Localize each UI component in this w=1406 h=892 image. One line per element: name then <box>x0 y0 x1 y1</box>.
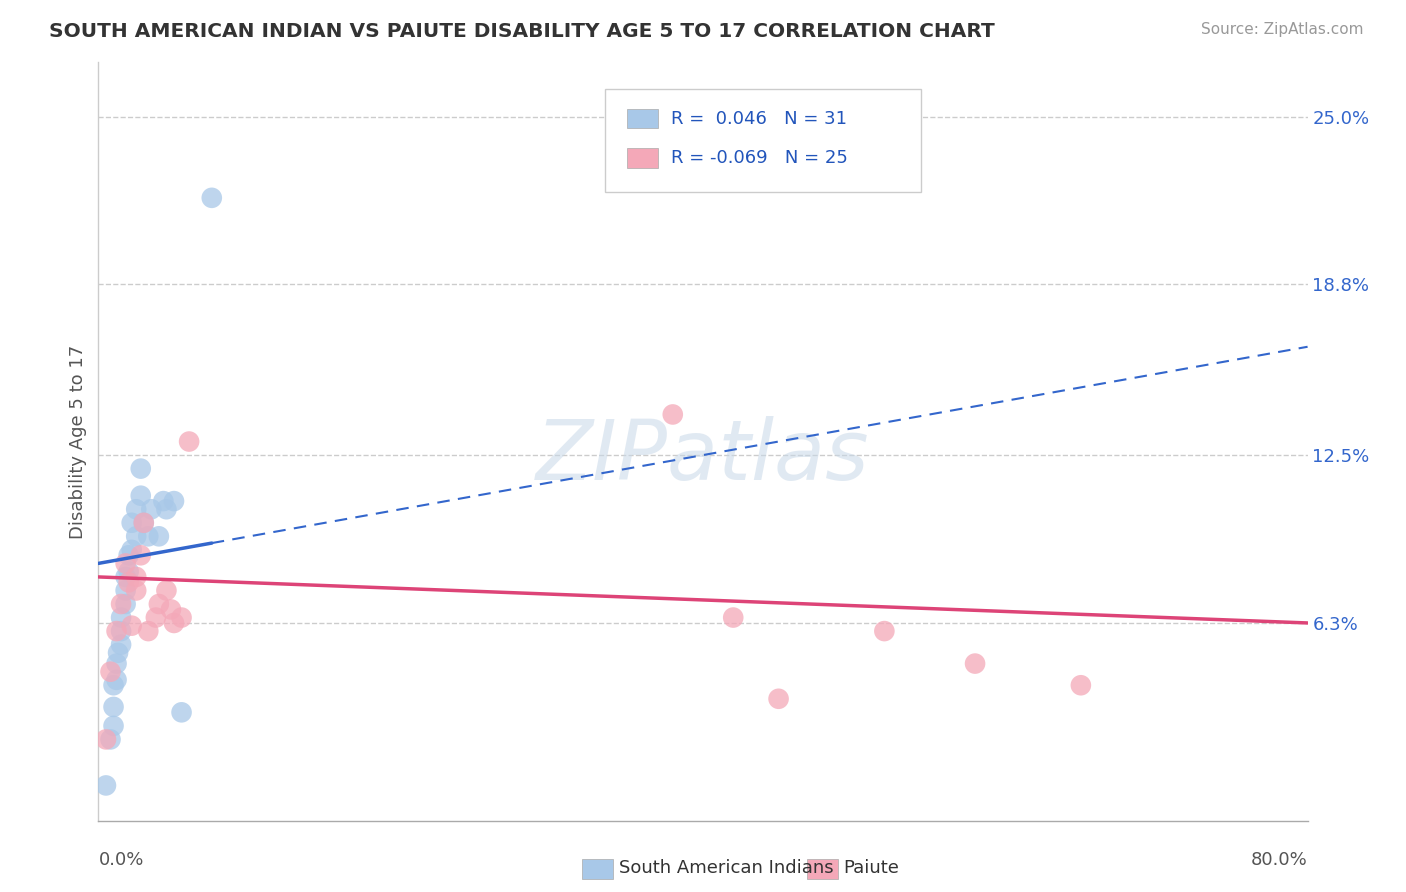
Point <box>768 691 790 706</box>
Point <box>114 597 136 611</box>
Point <box>110 638 132 652</box>
Text: South American Indians: South American Indians <box>619 859 834 877</box>
Point <box>148 529 170 543</box>
Point <box>100 732 122 747</box>
Point <box>136 624 159 639</box>
Point <box>121 618 143 632</box>
Text: R = -0.069   N = 25: R = -0.069 N = 25 <box>671 149 848 167</box>
Point <box>160 602 183 616</box>
Point <box>1070 678 1092 692</box>
Text: 80.0%: 80.0% <box>1251 851 1308 869</box>
Point <box>105 657 128 671</box>
Point <box>114 570 136 584</box>
Point <box>103 719 125 733</box>
Point <box>129 461 152 475</box>
Point <box>118 575 141 590</box>
Point <box>110 624 132 639</box>
Text: Paiute: Paiute <box>844 859 900 877</box>
Point <box>163 615 186 630</box>
Point <box>170 610 193 624</box>
Point <box>136 529 159 543</box>
Point <box>105 673 128 687</box>
Point <box>125 529 148 543</box>
Point <box>148 597 170 611</box>
Point <box>129 548 152 563</box>
Point <box>152 494 174 508</box>
Point <box>103 699 125 714</box>
Point <box>103 678 125 692</box>
Point <box>132 516 155 530</box>
Point <box>114 557 136 571</box>
Point <box>125 502 148 516</box>
Point <box>110 597 132 611</box>
Point <box>132 516 155 530</box>
Point <box>125 583 148 598</box>
Point <box>141 502 163 516</box>
Point <box>121 516 143 530</box>
Point <box>163 494 186 508</box>
Point <box>170 706 193 720</box>
Point <box>155 583 177 598</box>
Point <box>201 191 224 205</box>
Point <box>723 610 745 624</box>
Point <box>107 646 129 660</box>
Point <box>121 542 143 557</box>
Point <box>179 434 201 449</box>
Point <box>129 489 152 503</box>
Point <box>105 624 128 639</box>
Point <box>94 732 117 747</box>
Point <box>114 583 136 598</box>
Point <box>965 657 987 671</box>
Point <box>94 779 117 793</box>
Point <box>145 610 167 624</box>
Point <box>118 548 141 563</box>
Text: ZIPatlas: ZIPatlas <box>536 417 870 497</box>
Text: SOUTH AMERICAN INDIAN VS PAIUTE DISABILITY AGE 5 TO 17 CORRELATION CHART: SOUTH AMERICAN INDIAN VS PAIUTE DISABILI… <box>49 22 995 41</box>
Point <box>661 408 683 422</box>
Text: Source: ZipAtlas.com: Source: ZipAtlas.com <box>1201 22 1364 37</box>
Point <box>155 502 177 516</box>
Text: R =  0.046   N = 31: R = 0.046 N = 31 <box>671 110 846 128</box>
Point <box>110 610 132 624</box>
Y-axis label: Disability Age 5 to 17: Disability Age 5 to 17 <box>69 344 87 539</box>
Point <box>100 665 122 679</box>
Point <box>118 565 141 579</box>
Point <box>125 570 148 584</box>
Point <box>873 624 896 639</box>
Text: 0.0%: 0.0% <box>98 851 143 869</box>
